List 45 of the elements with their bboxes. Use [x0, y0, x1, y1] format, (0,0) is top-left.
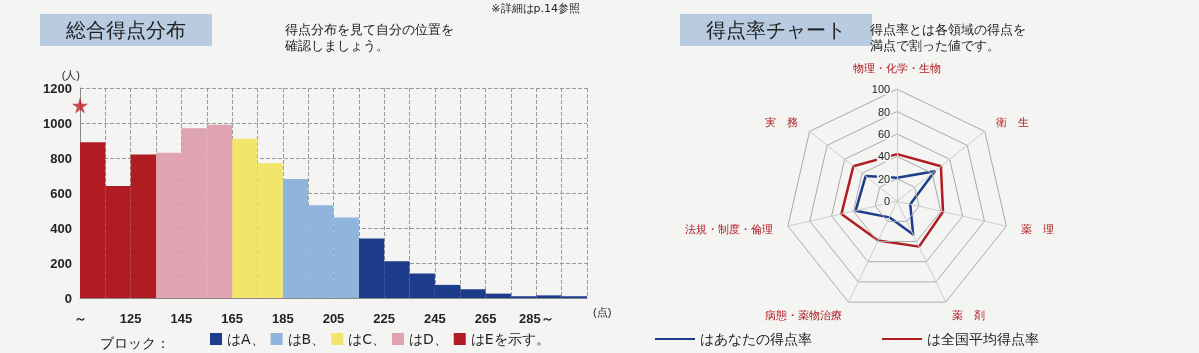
chart-subtitle: 得点率とは各領域の得点を満点で割った値です。: [870, 21, 1026, 53]
chart-title: 総合得点分布: [65, 18, 186, 42]
y-tick-label: 1000: [43, 115, 72, 131]
y-tick-label: 0: [884, 195, 891, 208]
y-tick-label: 400: [50, 220, 72, 236]
spoke-label: 薬 剤: [952, 309, 986, 323]
y-tick-label: 20: [877, 172, 891, 185]
x-tick-label: 125: [119, 311, 142, 326]
y-tick-label: 0: [64, 290, 72, 306]
spoke-label: 薬 理: [1020, 222, 1054, 236]
x-tick-label: 185: [271, 311, 294, 326]
spoke-label: 病態・薬物治療: [765, 309, 843, 323]
x-tick-label: 285～: [518, 311, 554, 326]
y-tick-label: 600: [50, 185, 72, 201]
x-tick-label: 225: [373, 311, 396, 326]
x-tick-label: 245: [424, 311, 446, 326]
spoke-label: 物理・化学・生物: [853, 62, 942, 76]
x-tick-label: 145: [170, 311, 193, 326]
legend-label: はA、: [227, 331, 265, 347]
legend-label: はD、: [408, 331, 448, 347]
legend-label: は全国平均得点率: [927, 331, 1039, 347]
x-tick-label: 165: [221, 311, 243, 326]
y-axis-title: (人): [61, 68, 80, 81]
spoke-label: 法規・制度・倫理: [685, 222, 774, 236]
chart-title: 得点率チャート: [706, 18, 846, 42]
spoke-label: 衛 生: [996, 115, 1030, 129]
legend-label: はC、: [348, 331, 386, 347]
legend-label: はあなたの得点率: [700, 331, 812, 347]
x-tick-label: ～: [73, 311, 87, 326]
legend-label: はB、: [287, 331, 326, 347]
legend-title: ブロック：: [100, 335, 170, 351]
y-tick-label: 80: [877, 105, 891, 118]
legend-label: はEを示す。: [470, 331, 550, 347]
y-tick-label: 1200: [43, 80, 72, 96]
y-tick-label: 200: [50, 255, 72, 271]
x-tick-label: 205: [322, 311, 345, 326]
y-tick-label: 100: [871, 83, 891, 96]
x-tick-label: 265: [474, 311, 497, 326]
y-tick-label: 800: [50, 150, 72, 166]
x-axis-title: (点): [593, 305, 612, 318]
chart-subtitle: 得点分布を見て自分の位置を確認しましょう。: [284, 21, 454, 53]
spoke-label: 実 務: [764, 115, 798, 129]
text: ※詳細はp.14参照: [491, 2, 581, 15]
y-tick-label: 60: [877, 128, 891, 141]
y-tick-label: 40: [877, 150, 891, 163]
